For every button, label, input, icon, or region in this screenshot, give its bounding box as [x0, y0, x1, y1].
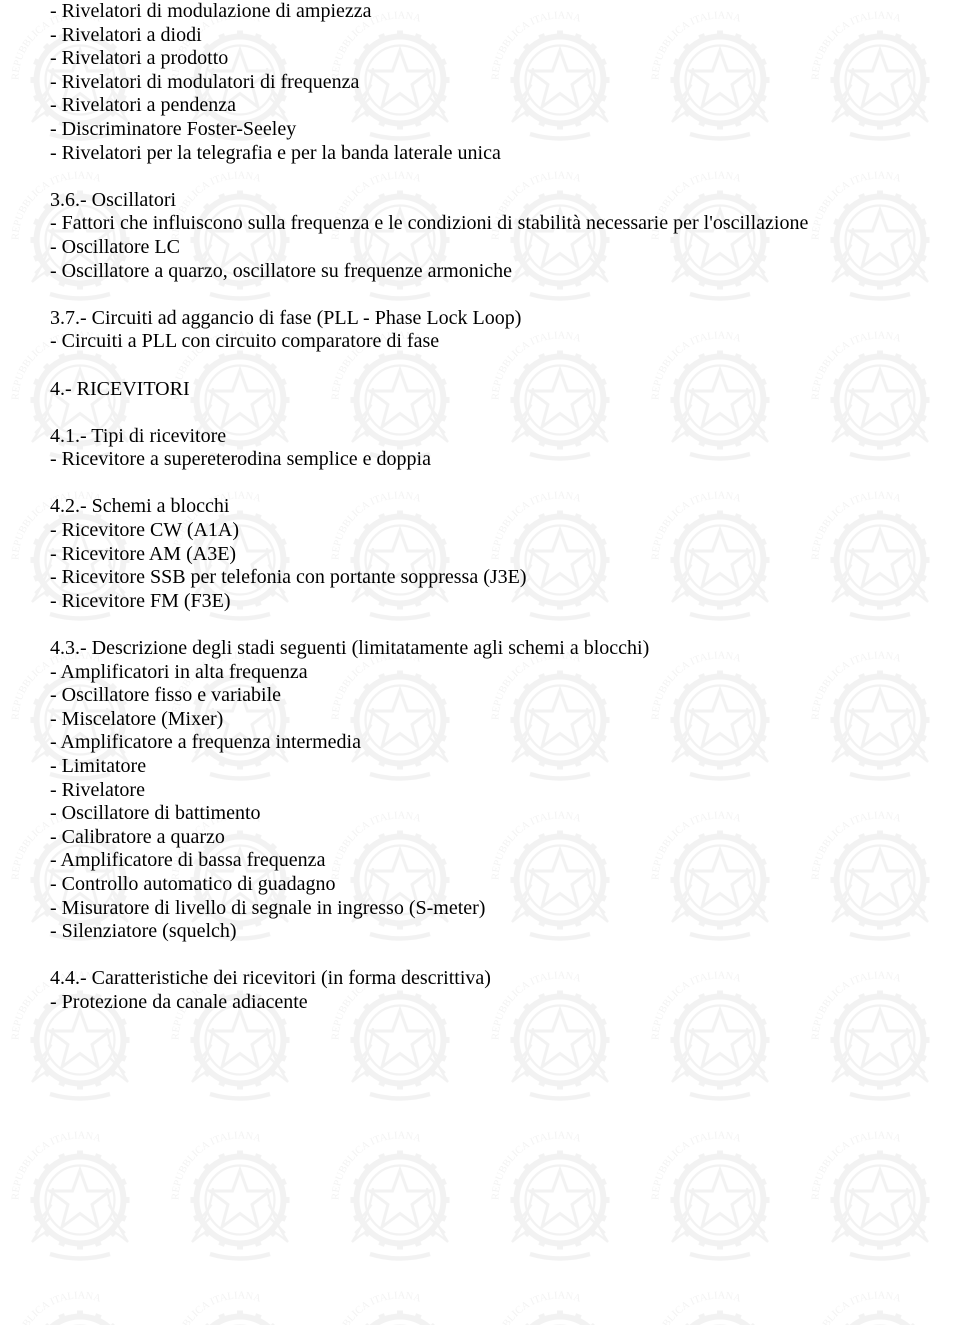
text-line: - Rivelatori di modulatori di frequenza: [50, 71, 910, 95]
text-line: 3.7.- Circuiti ad aggancio di fase (PLL …: [50, 307, 910, 331]
svg-text:REPUBBLICA ITALIANA: REPUBBLICA ITALIANA: [650, 1290, 742, 1325]
emblem-icon: REPUBBLICA ITALIANA: [160, 1120, 320, 1280]
svg-text:REPUBBLICA ITALIANA: REPUBBLICA ITALIANA: [810, 1130, 902, 1200]
text-line: 4.3.- Descrizione degli stadi seguenti (…: [50, 637, 910, 661]
text-line: - Rivelatore: [50, 779, 910, 803]
text-line: - Oscillatore a quarzo, oscillatore su f…: [50, 260, 910, 284]
svg-text:REPUBBLICA ITALIANA: REPUBBLICA ITALIANA: [170, 1290, 262, 1325]
section: 4.1.- Tipi di ricevitore- Ricevitore a s…: [50, 425, 910, 472]
emblem-icon: REPUBBLICA ITALIANA: [0, 1120, 160, 1280]
svg-text:REPUBBLICA ITALIANA: REPUBBLICA ITALIANA: [10, 1290, 102, 1325]
blank-line: [50, 283, 910, 307]
blank-line: [50, 944, 910, 968]
svg-text:REPUBBLICA ITALIANA: REPUBBLICA ITALIANA: [490, 1290, 582, 1325]
blank-line: [50, 613, 910, 637]
text-line: - Discriminatore Foster-Seeley: [50, 118, 910, 142]
section: 3.6.- Oscillatori- Fattori che influisco…: [50, 189, 910, 283]
text-line: 4.2.- Schemi a blocchi: [50, 495, 910, 519]
text-line: 3.6.- Oscillatori: [50, 189, 910, 213]
emblem-icon: REPUBBLICA ITALIANA: [320, 1120, 480, 1280]
text-line: - Oscillatore fisso e variabile: [50, 684, 910, 708]
text-line: - Oscillatore di battimento: [50, 802, 910, 826]
emblem-icon: REPUBBLICA ITALIANA: [640, 1280, 800, 1325]
emblem-icon: REPUBBLICA ITALIANA: [480, 1120, 640, 1280]
document-body: - Rivelatori di modulazione di ampiezza-…: [50, 0, 910, 1015]
emblem-icon: REPUBBLICA ITALIANA: [480, 1280, 640, 1325]
emblem-icon: REPUBBLICA ITALIANA: [800, 1280, 960, 1325]
section: 4.3.- Descrizione degli stadi seguenti (…: [50, 637, 910, 944]
text-line: 4.4.- Caratteristiche dei ricevitori (in…: [50, 967, 910, 991]
text-line: - Ricevitore AM (A3E): [50, 543, 910, 567]
text-line: - Controllo automatico di guadagno: [50, 873, 910, 897]
svg-text:REPUBBLICA ITALIANA: REPUBBLICA ITALIANA: [330, 1290, 422, 1325]
text-line: - Silenziatore (squelch): [50, 920, 910, 944]
blank-line: [50, 165, 910, 189]
text-line: 4.- RICEVITORI: [50, 378, 910, 402]
text-line: - Rivelatori a prodotto: [50, 47, 910, 71]
svg-text:REPUBBLICA ITALIANA: REPUBBLICA ITALIANA: [10, 1130, 102, 1200]
svg-text:REPUBBLICA ITALIANA: REPUBBLICA ITALIANA: [170, 1130, 262, 1200]
blank-line: [50, 401, 910, 425]
text-line: - Rivelatori a pendenza: [50, 94, 910, 118]
emblem-icon: REPUBBLICA ITALIANA: [320, 1280, 480, 1325]
text-line: - Rivelatori per la telegrafia e per la …: [50, 142, 910, 166]
emblem-icon: REPUBBLICA ITALIANA: [160, 1280, 320, 1325]
text-line: 4.1.- Tipi di ricevitore: [50, 425, 910, 449]
text-line: - Ricevitore FM (F3E): [50, 590, 910, 614]
text-line: - Circuiti a PLL con circuito comparator…: [50, 330, 910, 354]
emblem-icon: REPUBBLICA ITALIANA: [800, 1120, 960, 1280]
emblem-icon: REPUBBLICA ITALIANA: [0, 1280, 160, 1325]
svg-text:REPUBBLICA ITALIANA: REPUBBLICA ITALIANA: [650, 1130, 742, 1200]
text-line: - Protezione da canale adiacente: [50, 991, 910, 1015]
text-line: - Misuratore di livello di segnale in in…: [50, 897, 910, 921]
text-line: - Ricevitore a supereterodina semplice e…: [50, 448, 910, 472]
text-line: - Miscelatore (Mixer): [50, 708, 910, 732]
text-line: - Amplificatore a frequenza intermedia: [50, 731, 910, 755]
text-line: - Limitatore: [50, 755, 910, 779]
text-line: - Ricevitore CW (A1A): [50, 519, 910, 543]
text-line: - Rivelatori a diodi: [50, 24, 910, 48]
text-line: - Amplificatori in alta frequenza: [50, 661, 910, 685]
section: 4.- RICEVITORI: [50, 378, 910, 402]
svg-text:REPUBBLICA ITALIANA: REPUBBLICA ITALIANA: [810, 1290, 902, 1325]
section: 4.2.- Schemi a blocchi- Ricevitore CW (A…: [50, 495, 910, 613]
text-line: - Fattori che influiscono sulla frequenz…: [50, 212, 910, 236]
text-line: - Calibratore a quarzo: [50, 826, 910, 850]
text-line: - Ricevitore SSB per telefonia con porta…: [50, 566, 910, 590]
svg-text:REPUBBLICA ITALIANA: REPUBBLICA ITALIANA: [330, 1130, 422, 1200]
blank-line: [50, 472, 910, 496]
section: 3.7.- Circuiti ad aggancio di fase (PLL …: [50, 307, 910, 354]
emblem-icon: REPUBBLICA ITALIANA: [640, 1120, 800, 1280]
text-line: - Oscillatore LC: [50, 236, 910, 260]
svg-text:REPUBBLICA ITALIANA: REPUBBLICA ITALIANA: [490, 1130, 582, 1200]
blank-line: [50, 354, 910, 378]
section: - Rivelatori di modulazione di ampiezza-…: [50, 0, 910, 165]
text-line: - Amplificatore di bassa frequenza: [50, 849, 910, 873]
text-line: - Rivelatori di modulazione di ampiezza: [50, 0, 910, 24]
section: 4.4.- Caratteristiche dei ricevitori (in…: [50, 967, 910, 1014]
